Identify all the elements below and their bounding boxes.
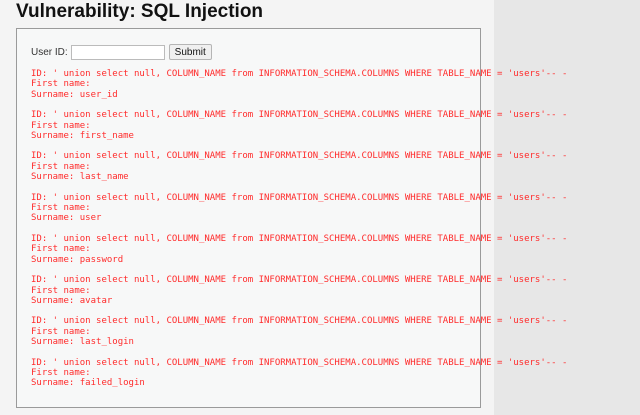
- result-id: ID: ' union select null, COLUMN_NAME fro…: [31, 357, 568, 368]
- result-item: ID: ' union select null, COLUMN_NAME fro…: [31, 275, 567, 306]
- result-surname: Surname: last_name: [31, 172, 129, 183]
- submit-button[interactable]: Submit: [168, 44, 212, 60]
- result-id: ID: ' union select null, COLUMN_NAME fro…: [31, 69, 568, 79]
- result-first: First name:: [31, 161, 97, 172]
- result-id: ID: ' union select null, COLUMN_NAME fro…: [31, 233, 568, 244]
- result-first: First name:: [31, 367, 97, 378]
- result-item: ID: ' union select null, COLUMN_NAME fro…: [31, 193, 567, 224]
- result-item: ID: ' union select null, COLUMN_NAME fro…: [31, 69, 567, 100]
- user-id-input[interactable]: [70, 44, 165, 60]
- user-id-form: User ID: Submit: [31, 44, 212, 60]
- result-id: ID: ' union select null, COLUMN_NAME fro…: [31, 151, 568, 162]
- result-surname: Surname: password: [31, 254, 124, 265]
- results-list: ID: ' union select null, COLUMN_NAME fro…: [31, 69, 567, 399]
- result-surname: Surname: avatar: [31, 295, 113, 306]
- result-id: ID: ' union select null, COLUMN_NAME fro…: [31, 110, 568, 121]
- result-item: ID: ' union select null, COLUMN_NAME fro…: [31, 358, 567, 389]
- result-id: ID: ' union select null, COLUMN_NAME fro…: [31, 192, 568, 203]
- vulnerable-code-area: [16, 28, 481, 408]
- result-first: First name:: [31, 285, 97, 296]
- page-title: Vulnerability: SQL Injection: [16, 1, 264, 22]
- result-surname: Surname: user: [31, 213, 102, 224]
- result-item: ID: ' union select null, COLUMN_NAME fro…: [31, 234, 567, 265]
- result-item: ID: ' union select null, COLUMN_NAME fro…: [31, 151, 567, 182]
- result-first: First name:: [31, 120, 97, 131]
- result-first: First name:: [31, 326, 97, 337]
- result-id: ID: ' union select null, COLUMN_NAME fro…: [31, 316, 568, 327]
- result-first: First name:: [31, 244, 97, 255]
- result-item: ID: ' union select null, COLUMN_NAME fro…: [31, 110, 567, 141]
- right-pane: [494, 0, 640, 415]
- result-surname: Surname: first_name: [31, 131, 134, 142]
- result-first: First name:: [31, 79, 97, 90]
- result-surname: Surname: failed_login: [31, 378, 145, 389]
- result-item: ID: ' union select null, COLUMN_NAME fro…: [31, 316, 567, 347]
- result-surname: Surname: user_id: [31, 89, 118, 100]
- result-id: ID: ' union select null, COLUMN_NAME fro…: [31, 275, 568, 286]
- result-surname: Surname: last_login: [31, 337, 134, 348]
- user-id-label: User ID:: [31, 46, 68, 58]
- result-first: First name:: [31, 203, 97, 214]
